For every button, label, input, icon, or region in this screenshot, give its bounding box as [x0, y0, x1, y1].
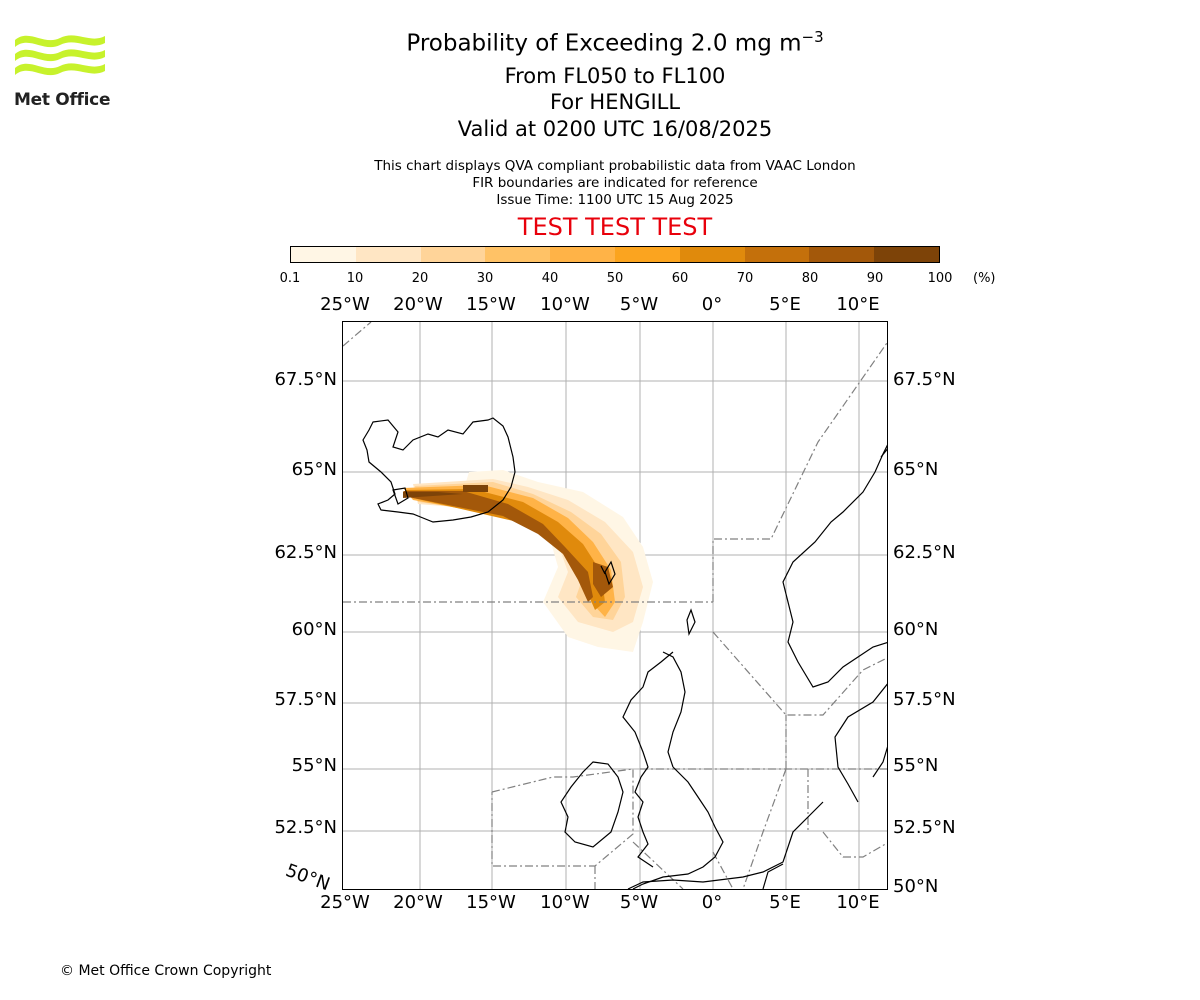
latitude-label: 55°N: [893, 755, 939, 776]
longitude-label: 20°W: [393, 294, 443, 315]
probability-colorbar: [290, 246, 940, 263]
colorbar-tick-label: 90: [866, 271, 884, 286]
title-text: Probability of Exceeding 2.0 mg m: [406, 30, 802, 57]
latitude-label: 52.5°N: [893, 817, 956, 838]
latitude-label: 62.5°N: [893, 542, 956, 563]
colorbar-tick-label: 50: [606, 271, 624, 286]
colorbar-tick-label: 0.1: [279, 271, 301, 286]
latitude-label: 67.5°N: [274, 369, 337, 390]
colorbar-tick-label: 100: [927, 271, 953, 286]
colorbar-segment: [291, 247, 356, 262]
latitude-label: 57.5°N: [274, 689, 337, 710]
colorbar-segment: [550, 247, 615, 262]
longitude-label: 5°W: [619, 892, 659, 913]
colorbar-segment: [744, 247, 810, 262]
chart-title: Probability of Exceeding 2.0 mg m−3: [0, 28, 1200, 57]
colorbar-segment: [355, 247, 421, 262]
longitude-label: 10°E: [836, 892, 880, 913]
colorbar-tick-label: 30: [476, 271, 494, 286]
location-title: For HENGILL: [549, 90, 681, 114]
latitude-label: 60°N: [291, 619, 337, 640]
colorbar-segment: [874, 247, 939, 262]
info-line-1: This chart displays QVA compliant probab…: [374, 158, 856, 174]
coastlines: [362, 417, 887, 889]
colorbar-unit: (%): [973, 271, 996, 286]
longitude-label: 10°E: [836, 294, 880, 315]
colorbar-tick-label: 20: [411, 271, 429, 286]
ash-probability-field: [403, 470, 653, 652]
test-banner: TEST TEST TEST: [517, 213, 713, 241]
longitude-label: 5°E: [769, 294, 801, 315]
latitude-label: 52.5°N: [274, 817, 337, 838]
flight-levels: From FL050 to FL100: [504, 64, 726, 88]
issue-time: Issue Time: 1100 UTC 15 Aug 2025: [496, 192, 734, 208]
latitude-label: 60°N: [893, 619, 939, 640]
fir-boundaries: [343, 322, 887, 889]
colorbar-tick-label: 60: [671, 271, 689, 286]
longitude-label: 5°W: [619, 294, 659, 315]
longitude-label: 20°W: [393, 892, 443, 913]
colorbar-segment: [809, 247, 875, 262]
longitude-label: 25°W: [320, 892, 370, 913]
info-line-2: FIR boundaries are indicated for referen…: [472, 175, 758, 191]
longitude-label: 10°W: [540, 892, 590, 913]
latitude-label: 62.5°N: [274, 542, 337, 563]
latitude-label: 65°N: [893, 459, 939, 480]
copyright: © Met Office Crown Copyright: [60, 963, 272, 979]
longitude-label: 25°W: [320, 294, 370, 315]
colorbar-segment: [485, 247, 551, 262]
colorbar-segment: [420, 247, 486, 262]
longitude-label: 15°W: [466, 294, 516, 315]
map-canvas: [343, 322, 887, 889]
latitude-label: 55°N: [291, 755, 337, 776]
corner-lat-label: 50°N: [282, 860, 333, 896]
latitude-label: 65°N: [291, 459, 337, 480]
met-office-logo: Met Office: [14, 30, 110, 112]
met-office-wave-logo-icon: [15, 35, 105, 76]
longitude-label: 0°: [701, 892, 723, 913]
valid-time: Valid at 0200 UTC 16/08/2025: [457, 117, 773, 141]
longitude-label: 5°E: [769, 892, 801, 913]
logo-text: Met Office: [14, 90, 111, 110]
colorbar-tick-label: 80: [801, 271, 819, 286]
colorbar-tick-label: 40: [541, 271, 559, 286]
colorbar-segment: [614, 247, 680, 262]
latitude-label: 57.5°N: [893, 689, 956, 710]
colorbar-segment: [679, 247, 745, 262]
longitude-label: 15°W: [466, 892, 516, 913]
latitude-label: 50°N: [893, 876, 939, 897]
longitude-label: 10°W: [540, 294, 590, 315]
title-superscript: −3: [801, 28, 824, 46]
colorbar-tick-label: 70: [736, 271, 754, 286]
colorbar-tick-label: 10: [346, 271, 364, 286]
longitude-label: 0°: [701, 294, 723, 315]
latitude-label: 67.5°N: [893, 369, 956, 390]
map-panel: [342, 321, 888, 890]
